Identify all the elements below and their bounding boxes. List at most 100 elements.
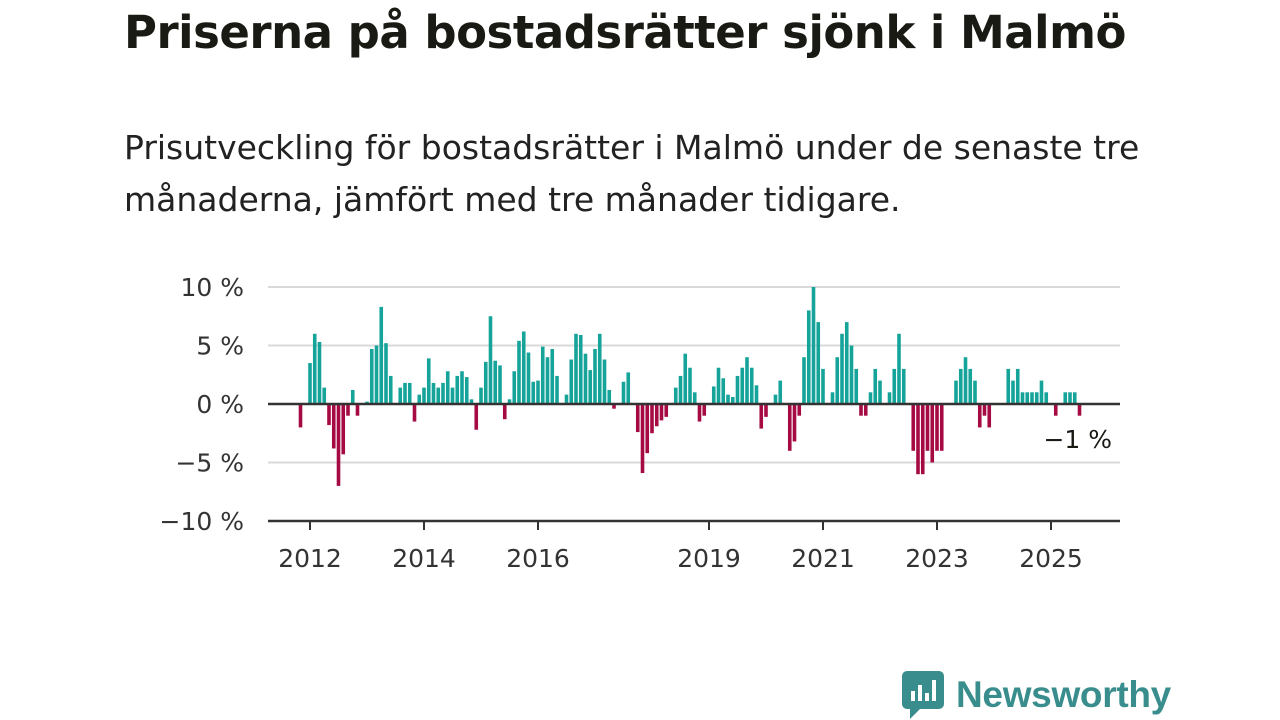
- bar: [659, 404, 664, 421]
- x-tick-label: 2025: [1019, 544, 1083, 573]
- bar: [954, 380, 958, 404]
- bar: [384, 343, 388, 404]
- x-tick-label: 2012: [278, 544, 342, 573]
- bar: [545, 357, 550, 404]
- bar: [811, 287, 816, 404]
- x-tick-label: 2021: [791, 544, 855, 573]
- bar: [854, 368, 859, 404]
- bar: [574, 333, 578, 404]
- bar: [403, 382, 407, 404]
- bar: [483, 361, 488, 404]
- bar: [436, 387, 441, 404]
- bar: [787, 404, 792, 451]
- x-tick-label: 2016: [506, 544, 570, 573]
- bar: [745, 357, 749, 404]
- bar: [730, 396, 735, 404]
- bar: [792, 404, 797, 442]
- chart-subtitle: Prisutveckling för bostadsrätter i Malmö…: [124, 128, 1140, 219]
- bar: [1006, 368, 1011, 404]
- bar: [664, 404, 669, 417]
- bar: [441, 382, 445, 404]
- x-tick-label: 2019: [677, 544, 741, 573]
- bar: [588, 370, 593, 404]
- bar: [474, 404, 479, 430]
- bar: [764, 404, 768, 417]
- bar: [536, 380, 540, 404]
- bar: [593, 349, 597, 404]
- bar: [521, 331, 526, 404]
- bar: [379, 306, 384, 404]
- bar: [754, 385, 759, 404]
- bar: [469, 399, 474, 404]
- bar: [816, 322, 821, 404]
- bar: [802, 357, 806, 404]
- latest-value-annotation: −1 %: [1043, 425, 1112, 454]
- bar: [1053, 404, 1058, 416]
- y-tick-label: 10 %: [180, 273, 244, 302]
- bar: [502, 404, 507, 420]
- bar: [336, 404, 341, 486]
- bar: [388, 375, 393, 404]
- bar: [621, 381, 626, 404]
- bar: [450, 387, 455, 404]
- chart-title: Priserna på bostadsrätter sjönk i Malmö: [124, 6, 1126, 59]
- bar: [654, 404, 659, 427]
- bar: [973, 380, 977, 404]
- bar: [849, 345, 854, 404]
- bar: [341, 404, 346, 455]
- bar: [916, 404, 920, 475]
- bar: [331, 404, 336, 449]
- bar: [412, 404, 417, 422]
- bar: [897, 333, 901, 404]
- bar: [455, 375, 460, 404]
- bar: [778, 380, 783, 404]
- bar: [844, 322, 849, 404]
- bar: [569, 359, 574, 404]
- bar: [1011, 380, 1015, 404]
- bar: [939, 404, 944, 451]
- bar: [607, 389, 612, 404]
- bar: [892, 368, 897, 404]
- y-tick-label: 0 %: [196, 390, 244, 419]
- bar: [868, 392, 873, 404]
- y-tick-label: −5 %: [175, 449, 244, 478]
- bar: [863, 404, 868, 416]
- bar: [930, 404, 935, 463]
- bar: [583, 353, 588, 404]
- bar: [555, 375, 559, 404]
- bar: [540, 346, 545, 404]
- bar: [1030, 392, 1034, 404]
- bar: [650, 404, 654, 434]
- bar: [1015, 368, 1020, 404]
- y-tick-label: 5 %: [196, 332, 244, 361]
- bar: [673, 387, 678, 404]
- x-tick-label: 2014: [392, 544, 456, 573]
- bar: [821, 368, 825, 404]
- tick-labels: 10 % 5 % 0 % −5 % −10 % 2012 2014 2016 2019 2021 2…: [160, 273, 1083, 573]
- bar: [1034, 392, 1039, 404]
- bar: [346, 404, 350, 416]
- bar: [460, 371, 464, 404]
- bar: [726, 394, 730, 404]
- bar: [422, 387, 426, 404]
- bar: [298, 404, 303, 428]
- bar: [749, 367, 754, 404]
- bar: [322, 387, 327, 404]
- bars: [298, 287, 1082, 486]
- bar: [445, 371, 450, 404]
- bar: [597, 333, 602, 404]
- bar: [840, 333, 844, 404]
- bar: [517, 340, 521, 404]
- bar: [935, 404, 939, 451]
- bar: [526, 352, 531, 404]
- bar: [925, 404, 930, 451]
- axes: [268, 402, 1120, 530]
- bar: [1072, 392, 1077, 404]
- bar: [678, 375, 683, 404]
- bar: [1025, 392, 1030, 404]
- y-tick-label: −10 %: [160, 507, 244, 536]
- newsworthy-logo: Newsworthy: [902, 670, 1171, 720]
- bar: [878, 380, 882, 404]
- bar: [692, 392, 697, 404]
- bar: [531, 381, 536, 404]
